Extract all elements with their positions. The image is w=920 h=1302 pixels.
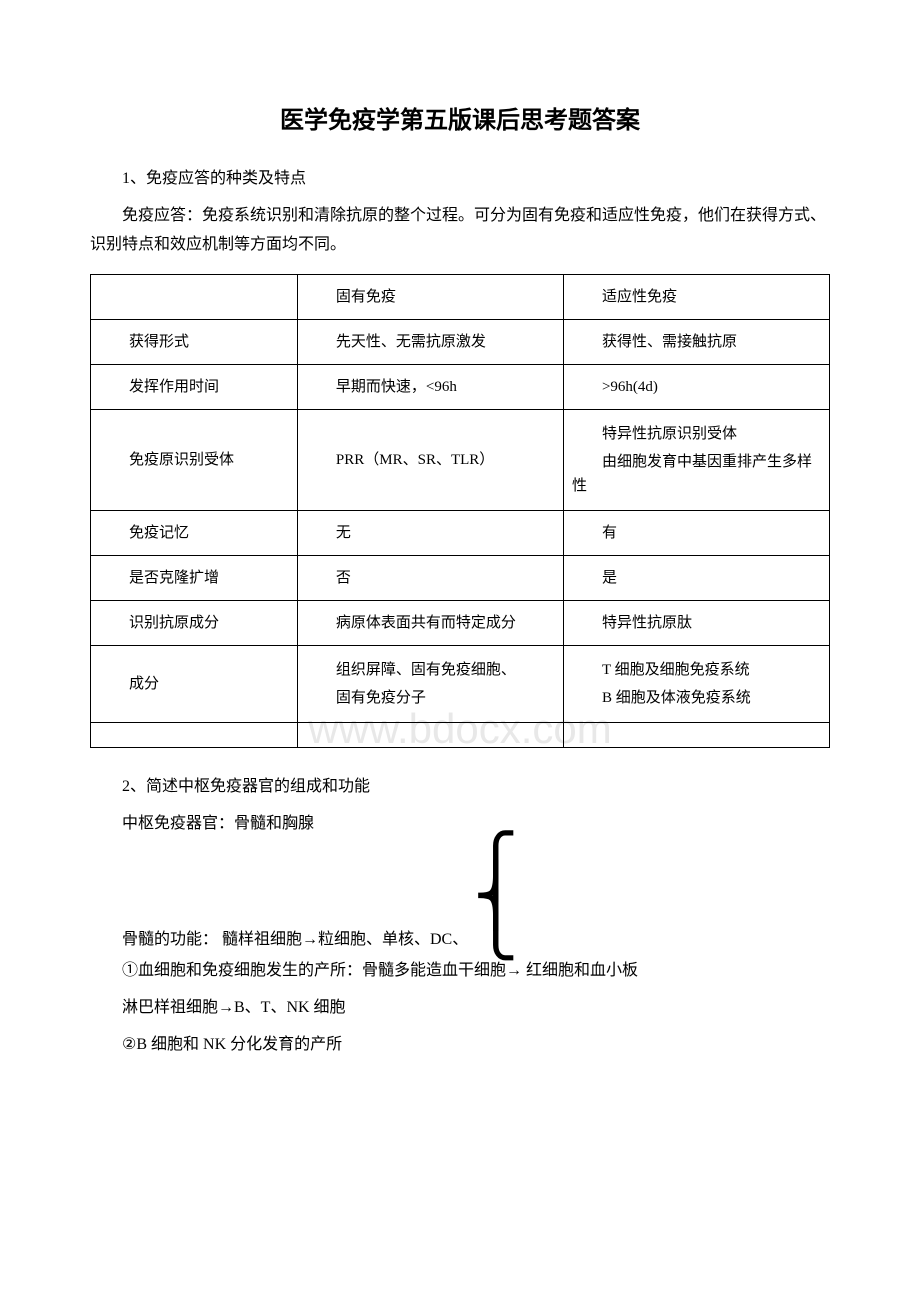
section1-intro: 免疫应答：免疫系统识别和清除抗原的整个过程。可分为固有免疫和适应性免疫，他们在获… <box>90 202 830 260</box>
table-row: 免疫原识别受体 PRR（MR、SR、TLR） 特异性抗原识别受体 由细胞发育中基… <box>91 410 830 511</box>
table-cell: 特异性抗原肽 <box>563 601 829 646</box>
table-cell: 是 <box>563 556 829 601</box>
section2-line2: ①血细胞和免疫细胞发生的产所：骨髓多能造血干细胞→ 红细胞和血小板 <box>90 957 830 986</box>
cell-line: 特异性抗原识别受体 <box>572 420 821 448</box>
table-cell: 是否克隆扩增 <box>91 556 298 601</box>
table-row: 免疫记忆 无 有 <box>91 511 830 556</box>
document-content: 医学免疫学第五版课后思考题答案 1、免疫应答的种类及特点 免疫应答：免疫系统识别… <box>90 100 830 1059</box>
table-cell: 成分 <box>91 646 298 723</box>
brace-line: 骨髓的功能： 髓样祖细胞→粒细胞、单核、DC、 ⎧⎨⎩ <box>90 859 830 949</box>
table-cell: 识别抗原成分 <box>91 601 298 646</box>
table-cell: 先天性、无需抗原激发 <box>297 320 563 365</box>
section2-line4: ②B 细胞和 NK 分化发育的产所 <box>90 1031 830 1060</box>
table-cell <box>297 723 563 748</box>
header-cell: 适应性免疫 <box>563 275 829 320</box>
table-row: 识别抗原成分 病原体表面共有而特定成分 特异性抗原肽 <box>91 601 830 646</box>
table-cell: 否 <box>297 556 563 601</box>
section1-heading: 1、免疫应答的种类及特点 <box>90 165 830 194</box>
left-brace-icon: ⎧⎨⎩ <box>473 851 518 941</box>
table-cell <box>91 723 298 748</box>
table-cell: 发挥作用时间 <box>91 365 298 410</box>
table-cell: 有 <box>563 511 829 556</box>
header-cell <box>91 275 298 320</box>
table-cell: 无 <box>297 511 563 556</box>
comparison-table: 固有免疫 适应性免疫 获得形式 先天性、无需抗原激发 获得性、需接触抗原 发挥作… <box>90 274 830 748</box>
cell-line: 由细胞发育中基因重排产生多样性 <box>572 448 821 500</box>
section2-line1: 中枢免疫器官：骨髓和胸腺 <box>90 810 830 839</box>
table-row: 发挥作用时间 早期而快速，<96h >96h(4d) <box>91 365 830 410</box>
table-header-row: 固有免疫 适应性免疫 <box>91 275 830 320</box>
document-title: 医学免疫学第五版课后思考题答案 <box>90 100 830 135</box>
table-cell: 组织屏障、固有免疫细胞、 固有免疫分子 <box>297 646 563 723</box>
table-cell: 早期而快速，<96h <box>297 365 563 410</box>
table-cell: 获得形式 <box>91 320 298 365</box>
cell-line: 组织屏障、固有免疫细胞、 <box>306 656 555 684</box>
table-row: 成分 组织屏障、固有免疫细胞、 固有免疫分子 T 细胞及细胞免疫系统 B 细胞及… <box>91 646 830 723</box>
header-cell: 固有免疫 <box>297 275 563 320</box>
table-row: 获得形式 先天性、无需抗原激发 获得性、需接触抗原 <box>91 320 830 365</box>
cell-line: T 细胞及细胞免疫系统 <box>572 656 821 684</box>
table-cell: T 细胞及细胞免疫系统 B 细胞及体液免疫系统 <box>563 646 829 723</box>
table-row: 是否克隆扩增 否 是 <box>91 556 830 601</box>
section2-heading: 2、简述中枢免疫器官的组成和功能 <box>90 773 830 802</box>
cell-line: B 细胞及体液免疫系统 <box>572 684 821 712</box>
table-row-empty <box>91 723 830 748</box>
cell-line: 固有免疫分子 <box>306 684 555 712</box>
table-cell: 特异性抗原识别受体 由细胞发育中基因重排产生多样性 <box>563 410 829 511</box>
section2-line3: 淋巴样祖细胞→B、T、NK 细胞 <box>90 994 830 1023</box>
table-cell: 免疫原识别受体 <box>91 410 298 511</box>
table-cell: PRR（MR、SR、TLR） <box>297 410 563 511</box>
table-cell: >96h(4d) <box>563 365 829 410</box>
table-cell: 获得性、需接触抗原 <box>563 320 829 365</box>
table-cell: 病原体表面共有而特定成分 <box>297 601 563 646</box>
brace-text: 骨髓的功能： 髓样祖细胞→粒细胞、单核、DC、 <box>90 925 468 949</box>
table-cell: 免疫记忆 <box>91 511 298 556</box>
table-cell <box>563 723 829 748</box>
